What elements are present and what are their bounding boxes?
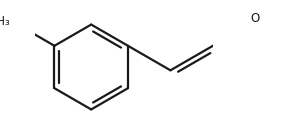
Text: O: O (251, 12, 260, 25)
Text: CH₃: CH₃ (0, 15, 10, 28)
